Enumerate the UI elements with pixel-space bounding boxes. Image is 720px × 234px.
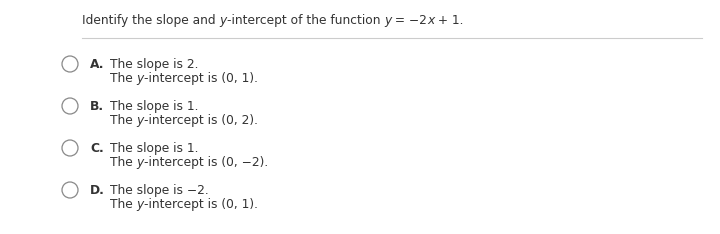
Text: y: y [220, 14, 227, 27]
Text: B.: B. [90, 100, 104, 113]
Text: y: y [137, 72, 144, 85]
Text: y: y [137, 114, 144, 127]
Text: = −2: = −2 [392, 14, 427, 27]
Text: The: The [110, 198, 137, 211]
Text: y: y [384, 14, 392, 27]
Text: -intercept is (0, 2).: -intercept is (0, 2). [144, 114, 258, 127]
Text: D.: D. [90, 184, 105, 197]
Text: The slope is 1.: The slope is 1. [110, 100, 199, 113]
Text: The slope is −2.: The slope is −2. [110, 184, 209, 197]
Text: y: y [137, 156, 144, 169]
Text: Identify the slope and: Identify the slope and [82, 14, 220, 27]
Text: -intercept is (0, −2).: -intercept is (0, −2). [144, 156, 268, 169]
Text: x: x [427, 14, 434, 27]
Text: + 1.: + 1. [434, 14, 464, 27]
Text: -intercept is (0, 1).: -intercept is (0, 1). [144, 198, 258, 211]
Text: -intercept is (0, 1).: -intercept is (0, 1). [144, 72, 258, 85]
Text: A.: A. [90, 58, 104, 71]
Text: The: The [110, 72, 137, 85]
Text: C.: C. [90, 142, 104, 155]
Text: The slope is 1.: The slope is 1. [110, 142, 199, 155]
Text: -intercept of the function: -intercept of the function [227, 14, 384, 27]
Text: y: y [137, 198, 144, 211]
Text: The: The [110, 156, 137, 169]
Text: The slope is 2.: The slope is 2. [110, 58, 199, 71]
Text: The: The [110, 114, 137, 127]
